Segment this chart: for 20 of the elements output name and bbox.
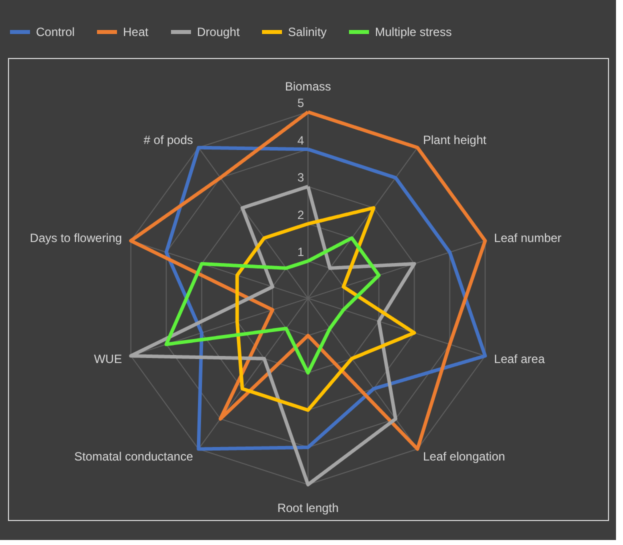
legend-label: Drought: [197, 25, 240, 39]
spoke-label: Root length: [277, 501, 339, 516]
spoke-label: Biomass: [284, 79, 332, 94]
spoke-label: Leaf elongation: [422, 450, 506, 464]
spoke-label: Days to flowering: [30, 230, 122, 245]
spoke-label: WUE: [94, 352, 122, 366]
y-tick-label: 2: [297, 208, 304, 222]
spoke-label: Leaf number: [494, 230, 562, 245]
y-tick-label: 3: [297, 170, 304, 185]
y-tick-label: 4: [297, 133, 304, 148]
legend-label: Heat: [123, 25, 150, 39]
spoke-label: Plant height: [422, 133, 488, 148]
legend-label: Multiple stress: [375, 25, 452, 39]
y-tick-label: 5: [297, 96, 304, 110]
spoke-label: Stomatal conductance: [74, 450, 194, 464]
spoke-label: # of pods: [144, 133, 194, 148]
legend-label: Salinity: [288, 25, 327, 39]
legend-label: Control: [36, 25, 75, 39]
y-tick-label: 1: [297, 245, 304, 260]
spoke-label: Leaf area: [494, 352, 546, 366]
